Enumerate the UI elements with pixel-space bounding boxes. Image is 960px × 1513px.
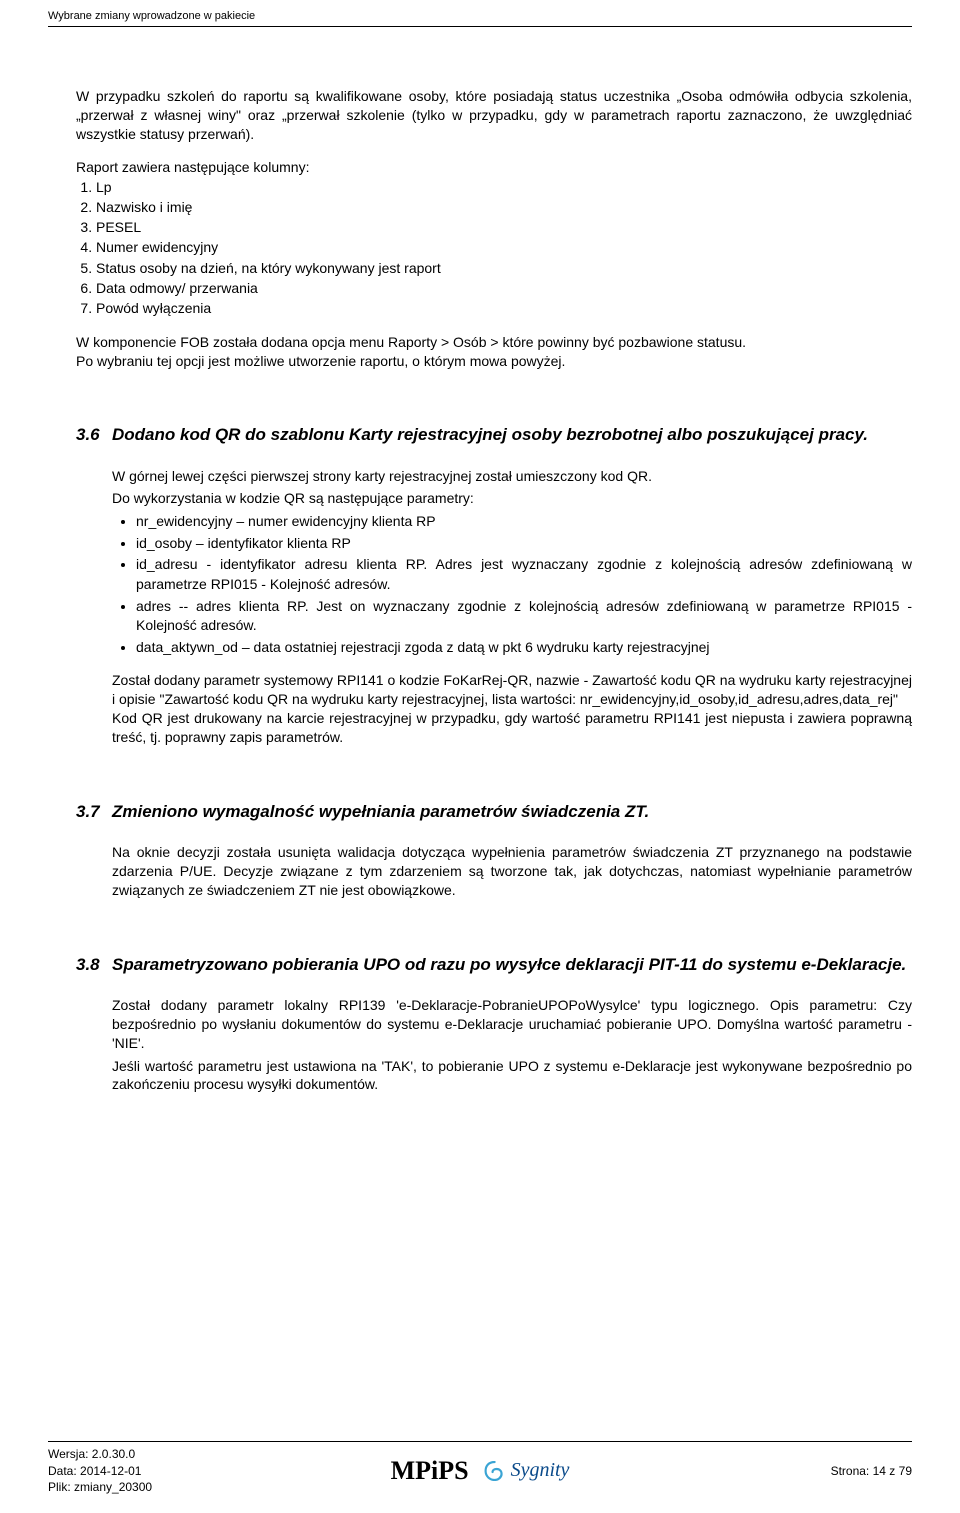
footer-rule <box>48 1441 912 1442</box>
list-item: Lp <box>96 177 912 197</box>
list-item: Powód wyłączenia <box>96 298 912 318</box>
list-item: id_osoby – identyfikator klienta RP <box>136 534 912 554</box>
file-value: zmiany_20300 <box>74 1480 152 1494</box>
page-footer: Wersja: 2.0.30.0 Data: 2014-12-01 Plik: … <box>48 1441 912 1495</box>
list-item: Nazwisko i imię <box>96 197 912 217</box>
intro-para-2: W komponencie FOB została dodana opcja m… <box>76 333 912 352</box>
list-item: PESEL <box>96 217 912 237</box>
date-label: Data: <box>48 1464 77 1478</box>
list-item: Data odmowy/ przerwania <box>96 278 912 298</box>
section-para: W górnej lewej części pierwszej strony k… <box>112 467 912 486</box>
section-title: Zmieniono wymagalność wypełniania parame… <box>112 801 912 823</box>
section-3-8: 3.8 Sparametryzowano pobierania UPO od r… <box>76 954 912 1095</box>
page-body: W przypadku szkoleń do raportu są kwalif… <box>48 87 912 1094</box>
page-value: 14 z 79 <box>873 1464 912 1478</box>
version-value: 2.0.30.0 <box>92 1447 135 1461</box>
section-number: 3.8 <box>76 954 112 976</box>
section-para: Do wykorzystania w kodzie QR są następuj… <box>112 489 912 508</box>
columns-list: Lp Nazwisko i imię PESEL Numer ewidencyj… <box>76 177 912 319</box>
header-rule <box>48 26 912 27</box>
section-para: Został dodany parametr lokalny RPI139 'e… <box>112 996 912 1053</box>
section-heading: 3.8 Sparametryzowano pobierania UPO od r… <box>76 954 912 976</box>
footer-right: Strona: 14 z 79 <box>831 1464 912 1478</box>
section-body: W górnej lewej części pierwszej strony k… <box>76 467 912 748</box>
section-body: Został dodany parametr lokalny RPI139 'e… <box>76 996 912 1094</box>
section-heading: 3.7 Zmieniono wymagalność wypełniania pa… <box>76 801 912 823</box>
section-para: Na oknie decyzji została usunięta walida… <box>112 843 912 900</box>
list-item: data_aktywn_od – data ostatniej rejestra… <box>136 638 912 658</box>
section-3-6: 3.6 Dodano kod QR do szablonu Karty reje… <box>76 424 912 747</box>
columns-intro: Raport zawiera następujące kolumny: <box>76 158 912 177</box>
intro-para-3: Po wybraniu tej opcji jest możliwe utwor… <box>76 352 912 371</box>
section-number: 3.6 <box>76 424 112 446</box>
file-label: Plik: <box>48 1480 71 1494</box>
section-para: Jeśli wartość parametru jest ustawiona n… <box>112 1057 912 1095</box>
page-label: Strona: <box>831 1464 870 1478</box>
version-label: Wersja: <box>48 1447 88 1461</box>
sygnity-logo: Sygnity <box>485 1459 570 1482</box>
footer-left: Wersja: 2.0.30.0 Data: 2014-12-01 Plik: … <box>48 1446 152 1495</box>
swirl-icon <box>485 1461 505 1481</box>
date-value: 2014-12-01 <box>80 1464 141 1478</box>
running-header: Wybrane zmiany wprowadzone w pakiecie <box>48 0 912 26</box>
section-title: Dodano kod QR do szablonu Karty rejestra… <box>112 424 912 446</box>
mpips-text: MPiPS <box>391 1456 469 1486</box>
section-heading: 3.6 Dodano kod QR do szablonu Karty reje… <box>76 424 912 446</box>
sygnity-text: Sygnity <box>511 1459 570 1482</box>
section-para: Został dodany parametr systemowy RPI141 … <box>112 671 912 709</box>
list-item: Status osoby na dzień, na który wykonywa… <box>96 258 912 278</box>
bullet-list: nr_ewidencyjny – numer ewidencyjny klien… <box>112 512 912 657</box>
list-item: id_adresu - identyfikator adresu klienta… <box>136 555 912 594</box>
section-body: Na oknie decyzji została usunięta walida… <box>76 843 912 900</box>
list-item: adres -- adres klienta RP. Jest on wyzna… <box>136 597 912 636</box>
list-item: Numer ewidencyjny <box>96 237 912 257</box>
footer-row: Wersja: 2.0.30.0 Data: 2014-12-01 Plik: … <box>48 1446 912 1495</box>
list-item: nr_ewidencyjny – numer ewidencyjny klien… <box>136 512 912 532</box>
section-para: Kod QR jest drukowany na karcie rejestra… <box>112 709 912 747</box>
section-number: 3.7 <box>76 801 112 823</box>
footer-center: MPiPS Sygnity <box>391 1456 570 1486</box>
intro-para-1: W przypadku szkoleń do raportu są kwalif… <box>76 87 912 144</box>
section-title: Sparametryzowano pobierania UPO od razu … <box>112 954 912 976</box>
section-3-7: 3.7 Zmieniono wymagalność wypełniania pa… <box>76 801 912 900</box>
